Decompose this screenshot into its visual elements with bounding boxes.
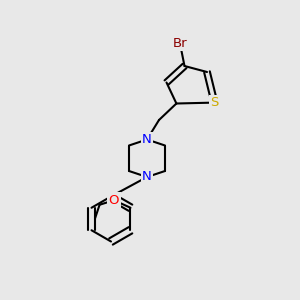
Text: Br: Br bbox=[173, 37, 187, 50]
Text: N: N bbox=[142, 170, 152, 184]
Text: S: S bbox=[210, 96, 219, 109]
Text: N: N bbox=[142, 133, 152, 146]
Text: O: O bbox=[109, 194, 119, 207]
